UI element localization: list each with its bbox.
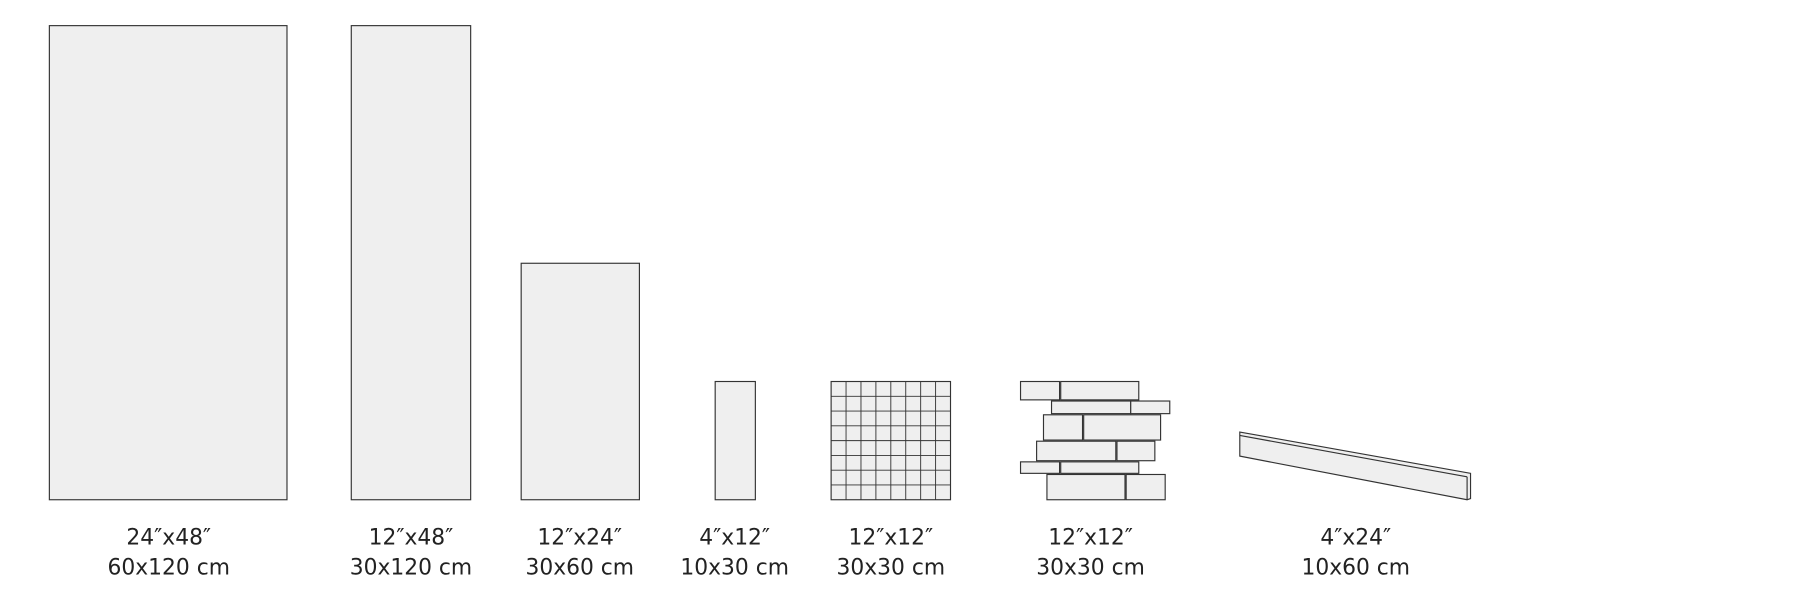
brick	[1019, 461, 1061, 474]
size-metric: 10x30 cm	[680, 555, 789, 580]
brick	[1019, 380, 1061, 401]
skirting-body	[1239, 431, 1472, 501]
brick	[1130, 400, 1171, 415]
tile-12x48	[350, 25, 472, 501]
brick	[1083, 414, 1162, 441]
size-metric: 30x120 cm	[350, 555, 472, 580]
size-metric: 60x120 cm	[108, 555, 230, 580]
brick	[1060, 380, 1140, 401]
size-metric: 30x60 cm	[525, 555, 634, 580]
size-imperial: 12″x12″	[1048, 526, 1133, 551]
brick	[1116, 440, 1156, 462]
brick	[1060, 461, 1140, 474]
size-metric: 30x30 cm	[1036, 555, 1145, 580]
size-imperial: 4″x24″	[1320, 526, 1391, 551]
tile-brick-stack	[1019, 380, 1171, 501]
size-metric: 30x30 cm	[837, 555, 946, 580]
tile-mosaic	[830, 380, 952, 501]
size-imperial: 12″x48″	[369, 526, 454, 551]
tile-24x48	[48, 25, 288, 501]
skirting-edge	[1239, 434, 1468, 478]
brick	[1046, 473, 1126, 501]
size-imperial: 24″x48″	[126, 526, 211, 551]
size-imperial: 12″x24″	[537, 526, 622, 551]
tile-skirting	[1239, 431, 1472, 501]
size-imperial: 4″x12″	[699, 526, 770, 551]
size-imperial: 12″x12″	[848, 526, 933, 551]
size-metric: 10x60 cm	[1301, 555, 1410, 580]
brick	[1036, 440, 1117, 462]
brick	[1042, 414, 1084, 441]
labels: 24″x48″ 60x120 cm 12″x48″ 30x120 cm 12″x24″ 3…	[108, 526, 1410, 581]
brick	[1050, 400, 1132, 415]
tile-4x12	[714, 380, 756, 501]
tile-12x24	[520, 262, 640, 501]
brick	[1125, 473, 1166, 501]
